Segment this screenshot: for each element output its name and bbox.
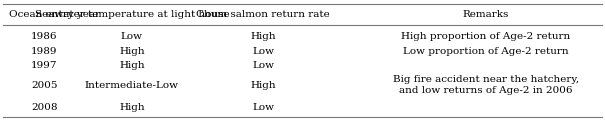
Text: Big fire accident near the hatchery,
and low returns of Age-2 in 2006: Big fire accident near the hatchery, and… <box>393 75 579 95</box>
Text: Low: Low <box>121 32 143 41</box>
Text: Seawater temperature at light house: Seawater temperature at light house <box>34 10 229 19</box>
Text: High: High <box>250 81 276 90</box>
Text: High: High <box>250 32 276 41</box>
Text: High proportion of Age-2 return: High proportion of Age-2 return <box>401 32 571 41</box>
Text: Ocean entry year: Ocean entry year <box>9 10 100 19</box>
Text: 1997: 1997 <box>31 61 57 70</box>
Text: Low: Low <box>252 47 274 56</box>
Text: 1986: 1986 <box>31 32 57 41</box>
Text: Remarks: Remarks <box>463 10 509 19</box>
Text: Intermediate-Low: Intermediate-Low <box>85 81 179 90</box>
Text: High: High <box>119 61 145 70</box>
Text: 2005: 2005 <box>31 81 57 90</box>
Text: High: High <box>119 103 145 112</box>
Text: 2008: 2008 <box>31 103 57 112</box>
Text: Low: Low <box>252 61 274 70</box>
Text: High: High <box>119 47 145 56</box>
Text: Low proportion of Age-2 return: Low proportion of Age-2 return <box>403 47 569 56</box>
Text: Low: Low <box>252 103 274 112</box>
Text: Chum salmon return rate: Chum salmon return rate <box>196 10 330 19</box>
Text: 1989: 1989 <box>31 47 57 56</box>
